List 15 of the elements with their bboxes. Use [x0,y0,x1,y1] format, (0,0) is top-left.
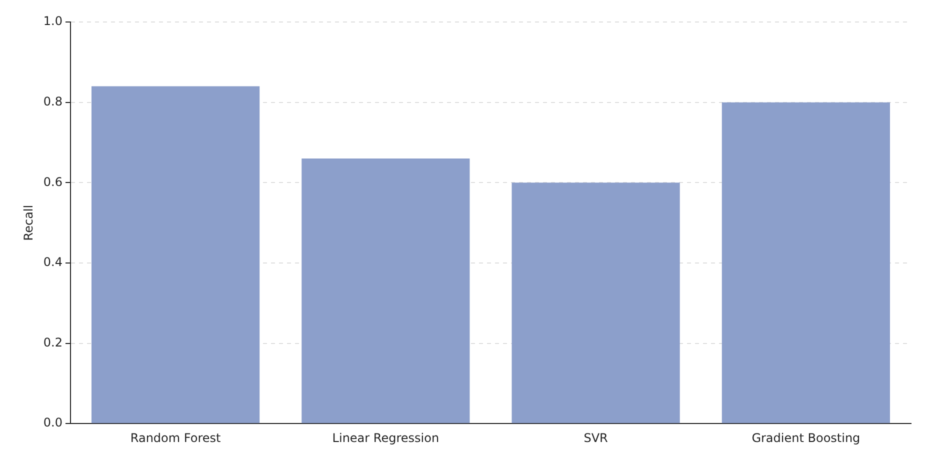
bar [91,86,260,424]
bar [512,182,680,424]
x-tick-label: Linear Regression [332,430,440,445]
y-axis-title: Recall [21,204,36,241]
bar [302,158,470,424]
x-tick-label: Random Forest [130,430,221,445]
y-tick-label: 0.2 [43,335,62,350]
y-tick-label: 0.6 [43,174,62,189]
y-tick-label: 0.8 [43,94,62,108]
x-tick-label: SVR [584,430,608,445]
y-tick-label: 0.4 [43,255,62,270]
bar [722,102,890,424]
y-tick-label: 0.0 [43,416,62,430]
x-tick-label: Gradient Boosting [752,430,860,445]
y-tick-label: 1.0 [43,14,62,28]
